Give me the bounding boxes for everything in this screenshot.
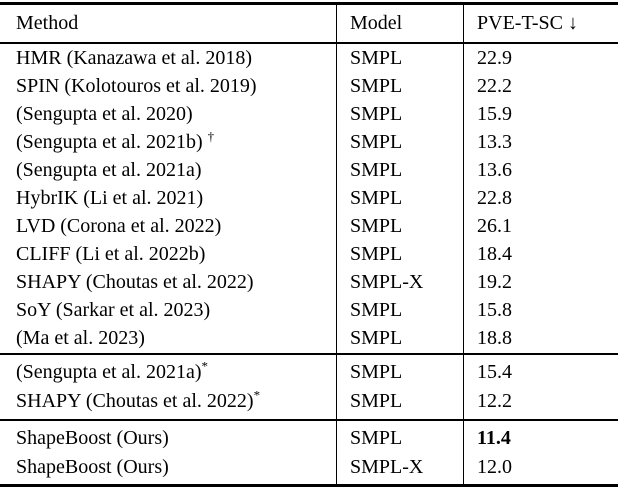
column-divider-model-metric <box>463 2 464 487</box>
method-superscript-dagger: † <box>207 128 215 144</box>
method-superscript-asterisk: * <box>201 358 209 374</box>
table-row: SPIN (Kolotouros et al. 2019) SMPL 22.2 <box>0 72 618 100</box>
method-label: SHAPY (Choutas et al. 2022) <box>16 271 254 293</box>
value-cell: 22.8 <box>477 187 512 209</box>
table-row: (Sengupta et al. 2021a) SMPL 13.6 <box>0 156 618 184</box>
method-cell: SPIN (Kolotouros et al. 2019) <box>0 72 336 100</box>
section-divider-rule <box>0 419 618 421</box>
model-cell: SMPL <box>350 103 403 125</box>
model-cell: SMPL <box>350 215 403 237</box>
table-bottom-rule <box>0 484 618 487</box>
method-label: HMR (Kanazawa et al. 2018) <box>16 47 253 69</box>
model-cell: SMPL-X <box>350 456 424 478</box>
model-cell: SMPL <box>350 327 403 349</box>
method-cell: HybrIK (Li et al. 2021) <box>0 184 336 212</box>
method-label: (Ma et al. 2023) <box>16 327 145 349</box>
model-cell: SMPL <box>350 390 403 412</box>
model-cell: SMPL <box>350 427 403 449</box>
table-row: ShapeBoost (Ours) SMPL-X 12.0 <box>0 453 618 482</box>
model-cell: SMPL <box>350 131 403 153</box>
method-cell: (Ma et al. 2023) <box>0 324 336 352</box>
model-cell: SMPL-X <box>350 271 424 293</box>
value-cell: 18.8 <box>477 327 512 349</box>
value-cell: 18.4 <box>477 243 512 265</box>
method-cell: SoY (Sarkar et al. 2023) <box>0 296 336 324</box>
method-label: SHAPY (Choutas et al. 2022) <box>16 390 254 412</box>
method-label: CLIFF (Li et al. 2022b) <box>16 243 206 265</box>
table-row: SoY (Sarkar et al. 2023) SMPL 15.8 <box>0 296 618 324</box>
value-cell-best: 11.4 <box>477 427 511 449</box>
method-cell: SHAPY (Choutas et al. 2022) <box>0 268 336 296</box>
method-label: SPIN (Kolotouros et al. 2019) <box>16 75 257 97</box>
model-cell: SMPL <box>350 361 403 383</box>
section-finetuned-methods: (Sengupta et al. 2021a)* SMPL 15.4 SHAPY… <box>0 356 618 418</box>
method-label: (Sengupta et al. 2021a) <box>16 159 202 181</box>
table-row: HMR (Kanazawa et al. 2018) SMPL 22.9 <box>0 44 618 72</box>
table-row: (Sengupta et al. 2020) SMPL 15.9 <box>0 100 618 128</box>
section-divider-rule <box>0 353 618 355</box>
method-cell: (Sengupta et al. 2020) <box>0 100 336 128</box>
method-cell: ShapeBoost (Ours) <box>0 424 336 453</box>
value-cell: 13.3 <box>477 131 512 153</box>
method-cell: SHAPY (Choutas et al. 2022)* <box>0 387 336 416</box>
table-header-row: Method Model PVE-T-SC ↓ <box>0 5 618 42</box>
table-row: CLIFF (Li et al. 2022b) SMPL 18.4 <box>0 240 618 268</box>
table-top-rule <box>0 2 618 5</box>
model-cell: SMPL <box>350 299 403 321</box>
table-row: (Sengupta et al. 2021a)* SMPL 15.4 <box>0 358 618 387</box>
model-cell: SMPL <box>350 75 403 97</box>
method-cell: (Sengupta et al. 2021a)* <box>0 358 336 387</box>
table-row: SHAPY (Choutas et al. 2022)* SMPL 12.2 <box>0 387 618 416</box>
method-cell: (Sengupta et al. 2021a) <box>0 156 336 184</box>
method-superscript-asterisk: * <box>253 387 261 403</box>
value-cell: 19.2 <box>477 271 512 293</box>
value-cell: 26.1 <box>477 215 512 237</box>
table-row: (Ma et al. 2023) SMPL 18.8 <box>0 324 618 352</box>
method-label: ShapeBoost (Ours) <box>16 456 169 478</box>
model-cell: SMPL <box>350 243 403 265</box>
value-cell: 15.9 <box>477 103 512 125</box>
method-cell: CLIFF (Li et al. 2022b) <box>0 240 336 268</box>
table-row: HybrIK (Li et al. 2021) SMPL 22.8 <box>0 184 618 212</box>
value-cell: 13.6 <box>477 159 512 181</box>
model-cell: SMPL <box>350 47 403 69</box>
method-label: (Sengupta et al. 2020) <box>16 103 193 125</box>
method-cell: (Sengupta et al. 2021b) † <box>0 128 336 156</box>
header-metric: PVE-T-SC ↓ <box>477 12 578 34</box>
method-label: ShapeBoost (Ours) <box>16 427 169 449</box>
value-cell: 12.0 <box>477 456 512 478</box>
column-divider-method-model <box>336 2 337 487</box>
value-cell: 15.8 <box>477 299 512 321</box>
value-cell: 12.2 <box>477 390 512 412</box>
section-prior-methods: HMR (Kanazawa et al. 2018) SMPL 22.9 SPI… <box>0 44 618 352</box>
value-cell: 22.2 <box>477 75 512 97</box>
model-cell: SMPL <box>350 159 403 181</box>
section-ours: ShapeBoost (Ours) SMPL 11.4 ShapeBoost (… <box>0 422 618 484</box>
table-row: (Sengupta et al. 2021b) † SMPL 13.3 <box>0 128 618 156</box>
header-bottom-rule <box>0 42 618 44</box>
method-cell: LVD (Corona et al. 2022) <box>0 212 336 240</box>
method-label: (Sengupta et al. 2021a) <box>16 361 202 383</box>
method-label: LVD (Corona et al. 2022) <box>16 215 222 237</box>
method-label: (Sengupta et al. 2021b) <box>16 131 208 153</box>
value-cell: 15.4 <box>477 361 512 383</box>
value-cell: 22.9 <box>477 47 512 69</box>
method-label: HybrIK (Li et al. 2021) <box>16 187 204 209</box>
header-method: Method <box>16 12 79 34</box>
method-cell: ShapeBoost (Ours) <box>0 453 336 482</box>
table-row: LVD (Corona et al. 2022) SMPL 26.1 <box>0 212 618 240</box>
method-cell: HMR (Kanazawa et al. 2018) <box>0 44 336 72</box>
model-cell: SMPL <box>350 187 403 209</box>
table-row: ShapeBoost (Ours) SMPL 11.4 <box>0 424 618 453</box>
header-model: Model <box>350 12 403 34</box>
method-label: SoY (Sarkar et al. 2023) <box>16 299 211 321</box>
table-row: SHAPY (Choutas et al. 2022) SMPL-X 19.2 <box>0 268 618 296</box>
